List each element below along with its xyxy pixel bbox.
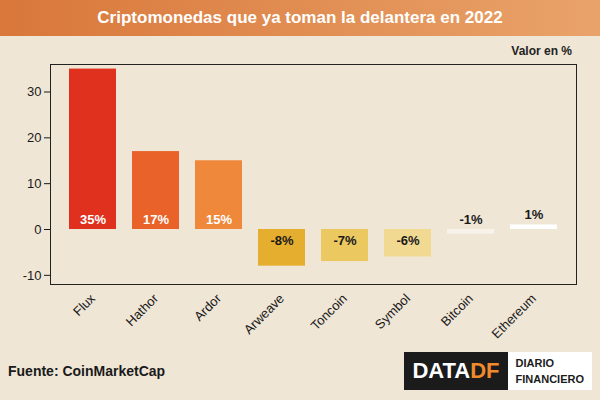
svg-text:-1%: -1% — [459, 212, 483, 227]
svg-text:20: 20 — [27, 130, 41, 145]
svg-text:Symbol: Symbol — [372, 291, 413, 332]
svg-text:17%: 17% — [143, 212, 169, 227]
svg-text:Ethereum: Ethereum — [489, 291, 539, 341]
svg-text:30: 30 — [27, 84, 41, 99]
html-text:Criptomonedas que ya toman la: Criptomonedas que ya toman la delantera … — [97, 8, 503, 27]
svg-text:1%: 1% — [525, 207, 544, 222]
svg-text:-6%: -6% — [396, 233, 420, 248]
svg-text:Flux: Flux — [70, 290, 98, 318]
svg-text:-10: -10 — [23, 267, 42, 282]
html-text:DIARIO: DIARIO — [515, 357, 554, 369]
svg-text:Hathor: Hathor — [123, 290, 162, 329]
svg-text:Toncoin: Toncoin — [308, 291, 350, 333]
svg-text:15%: 15% — [206, 212, 232, 227]
svg-text:Arweave: Arweave — [241, 291, 287, 337]
svg-text:35%: 35% — [80, 212, 106, 227]
html-text:Fuente: CoinMarketCap: Fuente: CoinMarketCap — [8, 363, 166, 379]
svg-text:-8%: -8% — [270, 233, 294, 248]
html-text:DATA DF: DATA DF — [412, 358, 500, 383]
svg-text:Bitcoin: Bitcoin — [438, 291, 476, 329]
svg-text:-7%: -7% — [333, 233, 357, 248]
svg-text:0: 0 — [34, 222, 41, 237]
html-text:Valor en %: Valor en % — [511, 44, 572, 58]
html-text:FINANCIERO: FINANCIERO — [515, 373, 584, 385]
svg-text:10: 10 — [27, 176, 41, 191]
svg-text:Ardor: Ardor — [191, 290, 225, 324]
